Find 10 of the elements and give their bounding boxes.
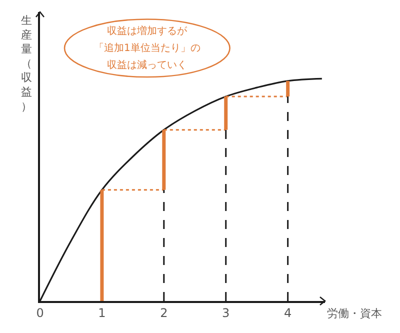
x-tick-label: 3 <box>222 306 230 320</box>
text: 収益は減っていく <box>107 59 187 71</box>
x-axis-title: 労働・資本 <box>327 307 382 320</box>
y-axis-title: 生産量（収益） <box>21 14 32 113</box>
text: 収益は増加するが <box>107 25 188 37</box>
x-tick-label: 1 <box>98 306 106 320</box>
x-tick-label: 2 <box>160 306 168 320</box>
text: 「追加1単位当たり」の <box>94 42 200 54</box>
x-tick-label: 4 <box>284 306 292 320</box>
x-tick-label: 0 <box>36 306 44 320</box>
